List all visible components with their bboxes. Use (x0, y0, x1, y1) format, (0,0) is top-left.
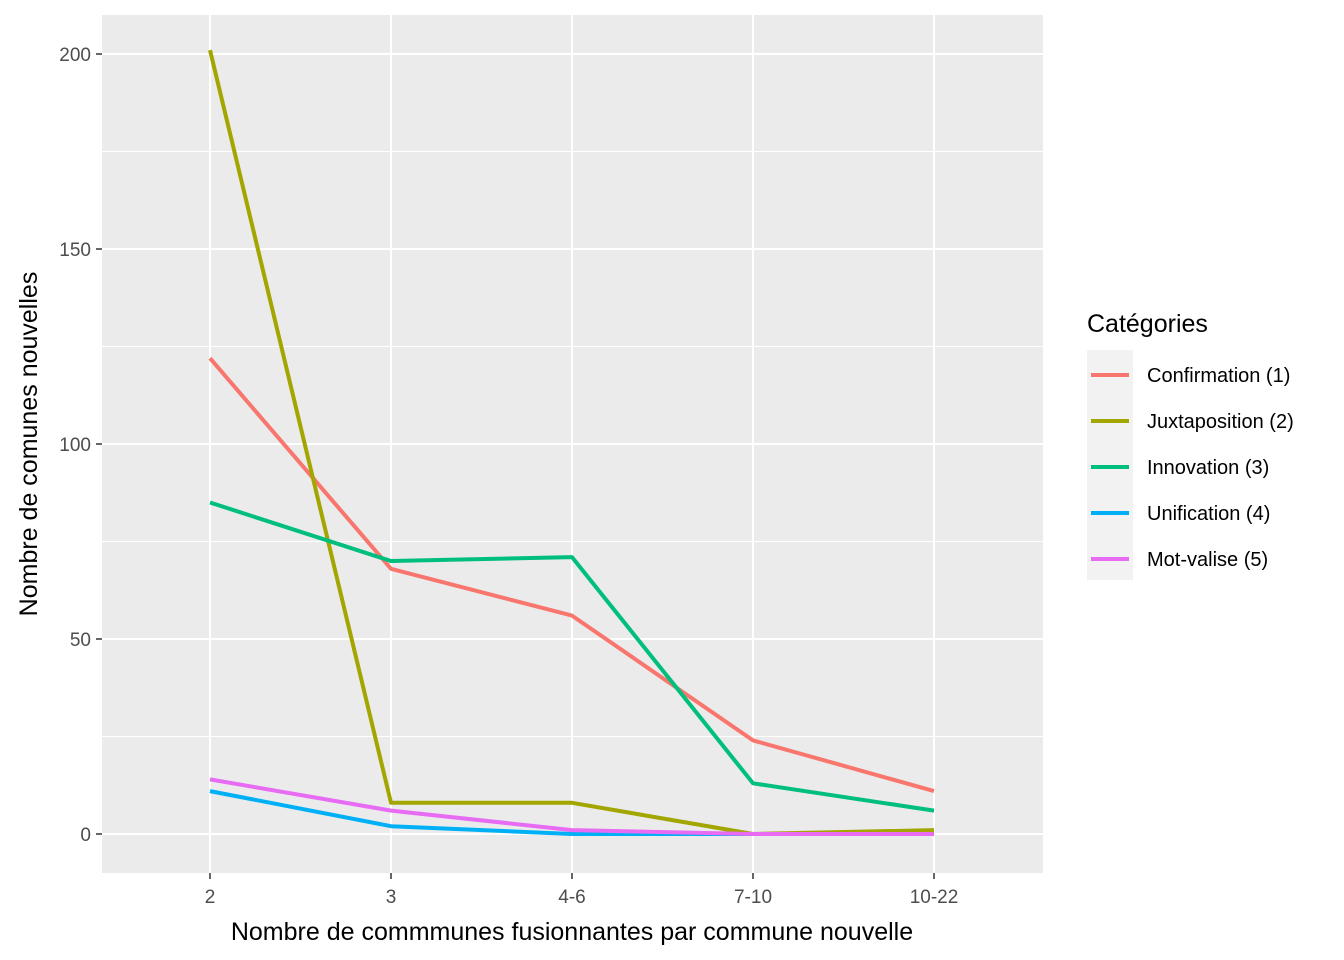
x-axis: 2 3 4-6 7-10 10-22 (205, 873, 959, 908)
x-tick-label: 10-22 (910, 887, 959, 908)
legend: Catégories Confirmation (1) Juxtaposition… (1087, 310, 1294, 580)
legend-items: Confirmation (1) Juxtaposition (2) Innovat… (1091, 365, 1294, 571)
y-tick-label: 200 (59, 45, 91, 66)
series-line-1 (208, 356, 935, 794)
y-tick-label: 150 (59, 240, 91, 261)
series-line-5 (209, 777, 934, 836)
series-line-3 (209, 500, 935, 813)
series-lines (208, 49, 935, 836)
legend-label-3: Innovation (3) (1147, 457, 1269, 479)
legend-label-2: Juxtaposition (2) (1147, 411, 1294, 433)
x-tick-label: 3 (386, 887, 397, 908)
legend-label-1: Confirmation (1) (1147, 365, 1290, 387)
y-axis-title: Nombre de comunes nouvelles (15, 272, 43, 617)
x-tick-label: 4-6 (558, 887, 585, 908)
legend-label-5: Mot-valise (5) (1147, 549, 1268, 571)
y-tick-label: 50 (70, 630, 91, 651)
x-tick-label: 7-10 (734, 887, 772, 908)
x-tick-label: 2 (205, 887, 216, 908)
y-tick-label: 100 (59, 435, 91, 456)
x-axis-title: Nombre de commmunes fusionnantes par com… (231, 918, 913, 946)
legend-title: Catégories (1087, 310, 1208, 338)
y-axis: 0 50 100 150 200 (59, 45, 102, 846)
y-tick-label: 0 (80, 825, 91, 846)
legend-label-4: Unification (4) (1147, 503, 1270, 525)
